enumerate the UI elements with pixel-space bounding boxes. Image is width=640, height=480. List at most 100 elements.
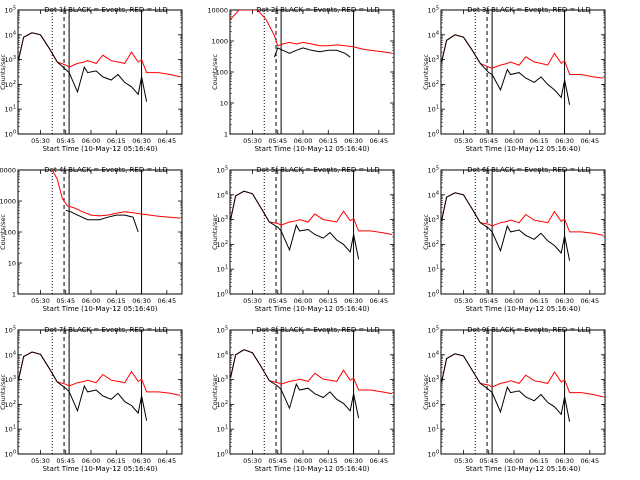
y-tick-label: 101 xyxy=(217,265,228,274)
y-tick-label: 1 xyxy=(12,291,16,299)
y-tick-label: 105 xyxy=(428,166,439,175)
x-tick-label: 05:30 xyxy=(454,137,473,145)
y-tick-label: 101 xyxy=(428,265,439,274)
series-line-events xyxy=(18,32,148,102)
plot-frame xyxy=(17,9,183,135)
x-axis-label: Start Time (10-May-12 05:16:40) xyxy=(465,145,580,153)
y-axis-label: Counts/sec xyxy=(0,214,7,250)
panel-title: Det 7f BLACK = Events, RED = LLD xyxy=(44,326,167,334)
x-axis-label: Start Time (10-May-12 05:16:40) xyxy=(42,145,157,153)
x-tick-label: 06:00 xyxy=(294,457,313,465)
x-tick-label: 06:45 xyxy=(580,137,599,145)
y-tick-label: 10 xyxy=(8,260,16,268)
panel-det-2: Det 2f BLACK = Events, RED = LLD 1 10 100 10… xyxy=(207,6,395,153)
y-tick-label: 100 xyxy=(428,130,439,139)
x-tick-label: 05:45 xyxy=(268,297,287,305)
x-tick-label: 05:45 xyxy=(479,137,498,145)
series-line-events xyxy=(230,190,360,260)
x-tick-label: 06:30 xyxy=(132,297,151,305)
x-tick-label: 06:30 xyxy=(555,457,574,465)
y-axis-label: Counts/sec xyxy=(211,214,219,250)
series-line-events xyxy=(65,209,139,233)
y-tick-label: 100 xyxy=(217,290,228,299)
panel-title: Det 9f BLACK = Events, RED = LLD xyxy=(467,326,590,334)
x-tick-label: 06:45 xyxy=(157,457,176,465)
y-tick-label: 105 xyxy=(217,326,228,335)
x-tick-label: 06:15 xyxy=(530,457,549,465)
panel-det-6: Det 6f BLACK = Events, RED = LLD 100 101 10… xyxy=(422,166,606,313)
panel-title: Det 8f BLACK = Events, RED = LLD xyxy=(256,326,379,334)
series-line-lld xyxy=(18,32,181,78)
x-tick-label: 06:45 xyxy=(580,297,599,305)
y-axis-label: Counts/sec xyxy=(0,374,7,410)
y-tick-label: 104 xyxy=(5,350,16,359)
panel-det-4: Det 4f BLACK = Events, RED = LLD 1 10 100 10… xyxy=(0,166,183,313)
x-axis-label: Start Time (10-May-12 05:16:40) xyxy=(254,145,369,153)
panel-det-3: Det 3f BLACK = Events, RED = LLD 100 101 10… xyxy=(422,6,606,153)
x-tick-label: 06:30 xyxy=(344,297,363,305)
y-tick-label: 10000 xyxy=(207,7,228,15)
x-tick-label: 06:45 xyxy=(369,297,388,305)
x-tick-label: 06:15 xyxy=(107,457,126,465)
x-tick-label: 06:30 xyxy=(132,457,151,465)
series-line-lld xyxy=(230,10,393,54)
plot-frame xyxy=(440,9,606,135)
x-tick-label: 06:30 xyxy=(555,137,574,145)
x-tick-label: 06:00 xyxy=(505,137,524,145)
x-tick-label: 05:45 xyxy=(479,457,498,465)
y-tick-label: 100 xyxy=(4,229,16,237)
y-axis-label: Counts/sec xyxy=(211,54,219,90)
y-tick-label: 102 xyxy=(428,400,439,409)
y-tick-label: 100 xyxy=(5,130,16,139)
x-tick-label: 06:45 xyxy=(369,457,388,465)
x-tick-label: 05:45 xyxy=(56,137,75,145)
y-tick-label: 105 xyxy=(428,6,439,15)
y-tick-label: 104 xyxy=(217,190,228,199)
x-tick-label: 06:45 xyxy=(157,297,176,305)
x-axis-label: Start Time (10-May-12 05:16:40) xyxy=(42,305,157,313)
x-tick-label: 05:30 xyxy=(243,137,262,145)
series-line-events xyxy=(18,351,148,421)
x-tick-label: 05:45 xyxy=(56,457,75,465)
x-tick-label: 05:30 xyxy=(31,297,50,305)
y-tick-label: 102 xyxy=(5,80,16,89)
y-tick-label: 101 xyxy=(5,105,16,114)
panel-title: Det 6f BLACK = Events, RED = LLD xyxy=(467,166,590,174)
x-tick-label: 06:15 xyxy=(319,457,338,465)
plot-frame xyxy=(229,329,395,455)
y-tick-label: 101 xyxy=(217,425,228,434)
y-tick-label: 104 xyxy=(428,190,439,199)
y-tick-label: 105 xyxy=(5,326,16,335)
x-axis-label: Start Time (10-May-12 05:16:40) xyxy=(465,465,580,473)
series-line-events xyxy=(441,353,571,422)
y-axis-label: Counts/sec xyxy=(211,374,219,410)
x-axis-label: Start Time (10-May-12 05:16:40) xyxy=(254,305,369,313)
y-tick-label: 1 xyxy=(224,131,228,139)
x-tick-label: 05:45 xyxy=(268,457,287,465)
y-axis-label: Counts/sec xyxy=(422,54,430,90)
panel-det-7: Det 7f BLACK = Events, RED = LLD 100 101 10… xyxy=(0,326,183,473)
x-axis-label: Start Time (10-May-12 05:16:40) xyxy=(254,465,369,473)
x-tick-label: 05:30 xyxy=(31,457,50,465)
plot-frame xyxy=(440,329,606,455)
x-tick-label: 06:00 xyxy=(294,137,313,145)
y-tick-label: 102 xyxy=(217,400,228,409)
y-tick-label: 102 xyxy=(5,400,16,409)
y-tick-label: 105 xyxy=(217,166,228,175)
x-tick-label: 05:45 xyxy=(268,137,287,145)
panel-det-1: Det 1f BLACK = Events, RED = LLD 100 101 10… xyxy=(0,6,183,153)
y-tick-label: 10 xyxy=(220,100,228,108)
x-tick-label: 06:00 xyxy=(505,457,524,465)
x-tick-label: 06:00 xyxy=(294,297,313,305)
series-line-events xyxy=(441,34,571,105)
y-tick-label: 101 xyxy=(5,425,16,434)
x-tick-label: 05:45 xyxy=(56,297,75,305)
panel-title: Det 4f BLACK = Events, RED = LLD xyxy=(44,166,167,174)
series-line-lld xyxy=(51,170,181,219)
panel-title: Det 1f BLACK = Events, RED = LLD xyxy=(44,6,167,14)
y-tick-label: 103 xyxy=(428,215,439,224)
y-tick-label: 101 xyxy=(428,425,439,434)
x-tick-label: 06:15 xyxy=(107,297,126,305)
series-line-events xyxy=(273,47,351,58)
